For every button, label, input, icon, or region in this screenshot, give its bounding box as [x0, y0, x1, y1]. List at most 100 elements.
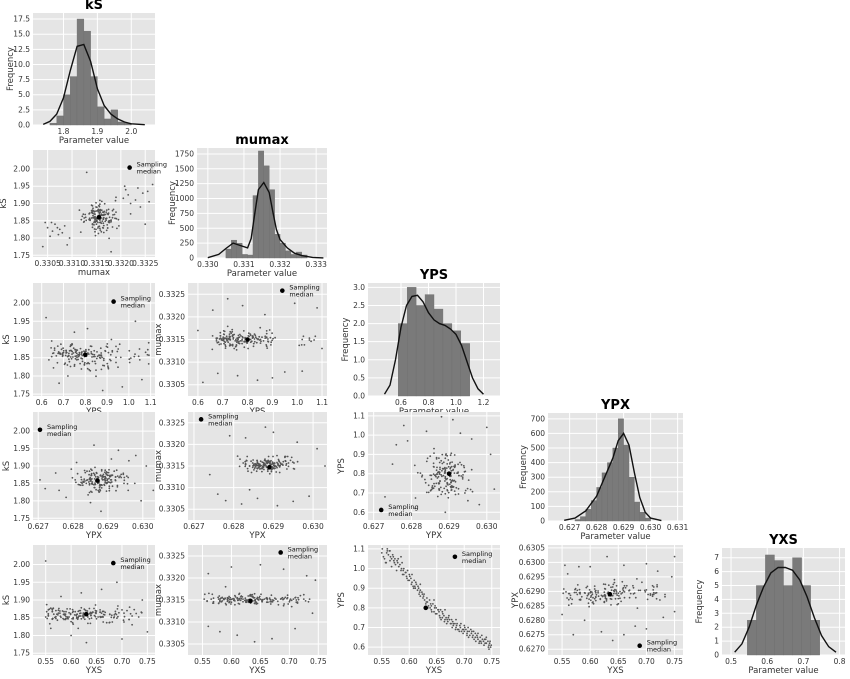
- scatter-point: [114, 612, 117, 615]
- x-tick-label: 0.60: [223, 657, 240, 666]
- scatter-YXS-YPX-panel: [548, 545, 683, 655]
- scatter-point: [447, 491, 450, 494]
- scatter-point: [115, 361, 117, 364]
- scatter-point: [91, 491, 93, 493]
- scatter-point: [624, 586, 627, 589]
- scatter-point: [389, 555, 392, 558]
- x-axis-label: YPX: [85, 531, 102, 541]
- scatter-point: [241, 304, 244, 307]
- scatter-point: [270, 341, 273, 344]
- scatter-point: [223, 342, 225, 345]
- scatter-point: [423, 599, 426, 601]
- scatter-point: [426, 597, 428, 599]
- scatter-point: [282, 464, 284, 466]
- scatter-point: [269, 603, 272, 605]
- scatter-point: [89, 612, 91, 615]
- legend-label-line1: Sampling: [120, 556, 150, 564]
- hist-YPX-panel: [548, 413, 683, 522]
- y-axis-label: mumax: [154, 323, 164, 355]
- scatter-point: [102, 357, 105, 360]
- scatter-point: [71, 353, 73, 355]
- scatter-point: [290, 456, 293, 459]
- scatter-point: [386, 548, 389, 550]
- panel-title: YPS: [419, 268, 448, 283]
- scatter-point: [106, 213, 109, 215]
- scatter-point: [593, 585, 596, 587]
- scatter-point: [447, 465, 450, 468]
- scatter-point: [67, 354, 70, 357]
- scatter-point: [100, 355, 103, 357]
- scatter-point: [483, 638, 486, 641]
- scatter-point: [211, 593, 214, 596]
- scatter-point: [254, 336, 257, 339]
- scatter-point: [101, 484, 103, 487]
- scatter-point: [450, 469, 453, 472]
- legend-label-line2: median: [388, 510, 412, 518]
- scatter-point: [64, 613, 67, 616]
- scatter-point: [450, 480, 453, 482]
- scatter-point: [119, 475, 121, 477]
- scatter-point: [477, 638, 479, 641]
- scatter-point: [252, 342, 255, 345]
- scatter-point: [611, 586, 614, 588]
- scatter-point: [445, 622, 448, 625]
- scatter-point: [271, 377, 274, 379]
- scatter-point: [651, 595, 654, 598]
- scatter-point: [439, 466, 441, 469]
- scatter-point: [111, 226, 114, 228]
- scatter-point: [208, 473, 211, 476]
- scatter-point: [49, 627, 52, 630]
- scatter-point: [247, 332, 250, 335]
- histogram-bar: [236, 242, 243, 259]
- scatter-point: [70, 357, 73, 360]
- scatter-point: [122, 473, 125, 476]
- x-tick-label: 0.332: [269, 260, 291, 269]
- scatter-point: [600, 630, 603, 633]
- scatter-point: [86, 327, 89, 330]
- scatter-point: [122, 619, 125, 622]
- scatter-point: [413, 579, 416, 582]
- scatter-point: [261, 336, 263, 339]
- scatter-point: [101, 476, 104, 478]
- scatter-point: [64, 617, 67, 620]
- histogram-bar: [103, 118, 112, 126]
- scatter-point: [285, 464, 287, 466]
- y-tick-label: 1.85: [13, 353, 30, 362]
- scatter-point: [296, 441, 299, 444]
- scatter-YPS-mumax-panel: [188, 283, 327, 396]
- x-tick-label: 0.65: [428, 657, 445, 666]
- scatter-point: [249, 341, 252, 344]
- scatter-point: [54, 616, 56, 619]
- scatter-point: [432, 465, 435, 468]
- scatter-point: [72, 356, 74, 358]
- y-axis-label: mumax: [154, 584, 164, 616]
- scatter-point: [94, 355, 96, 358]
- scatter-point: [298, 344, 301, 347]
- scatter-point: [435, 482, 438, 485]
- scatter-point: [100, 588, 103, 591]
- scatter-point: [489, 640, 491, 643]
- scatter-point: [148, 200, 151, 203]
- scatter-point: [591, 601, 594, 604]
- scatter-point: [225, 338, 228, 341]
- scatter-point: [75, 461, 78, 464]
- median-point: [245, 337, 250, 342]
- scatter-point: [60, 595, 62, 598]
- scatter-point: [308, 339, 311, 341]
- scatter-point: [402, 569, 405, 572]
- scatter-point: [656, 584, 658, 586]
- scatter-point: [462, 464, 465, 467]
- scatter-point: [282, 604, 285, 607]
- y-tick-label: 6: [714, 567, 719, 576]
- scatter-point: [314, 579, 317, 582]
- scatter-point: [623, 591, 626, 593]
- scatter-point: [451, 620, 454, 623]
- scatter-point: [98, 486, 101, 489]
- scatter-point: [618, 595, 620, 597]
- scatter-point: [96, 355, 99, 358]
- legend-label-line1: Sampling: [462, 550, 492, 558]
- scatter-point: [90, 617, 93, 619]
- median-point: [423, 605, 429, 611]
- scatter-point: [235, 344, 238, 346]
- scatter-point: [277, 464, 280, 467]
